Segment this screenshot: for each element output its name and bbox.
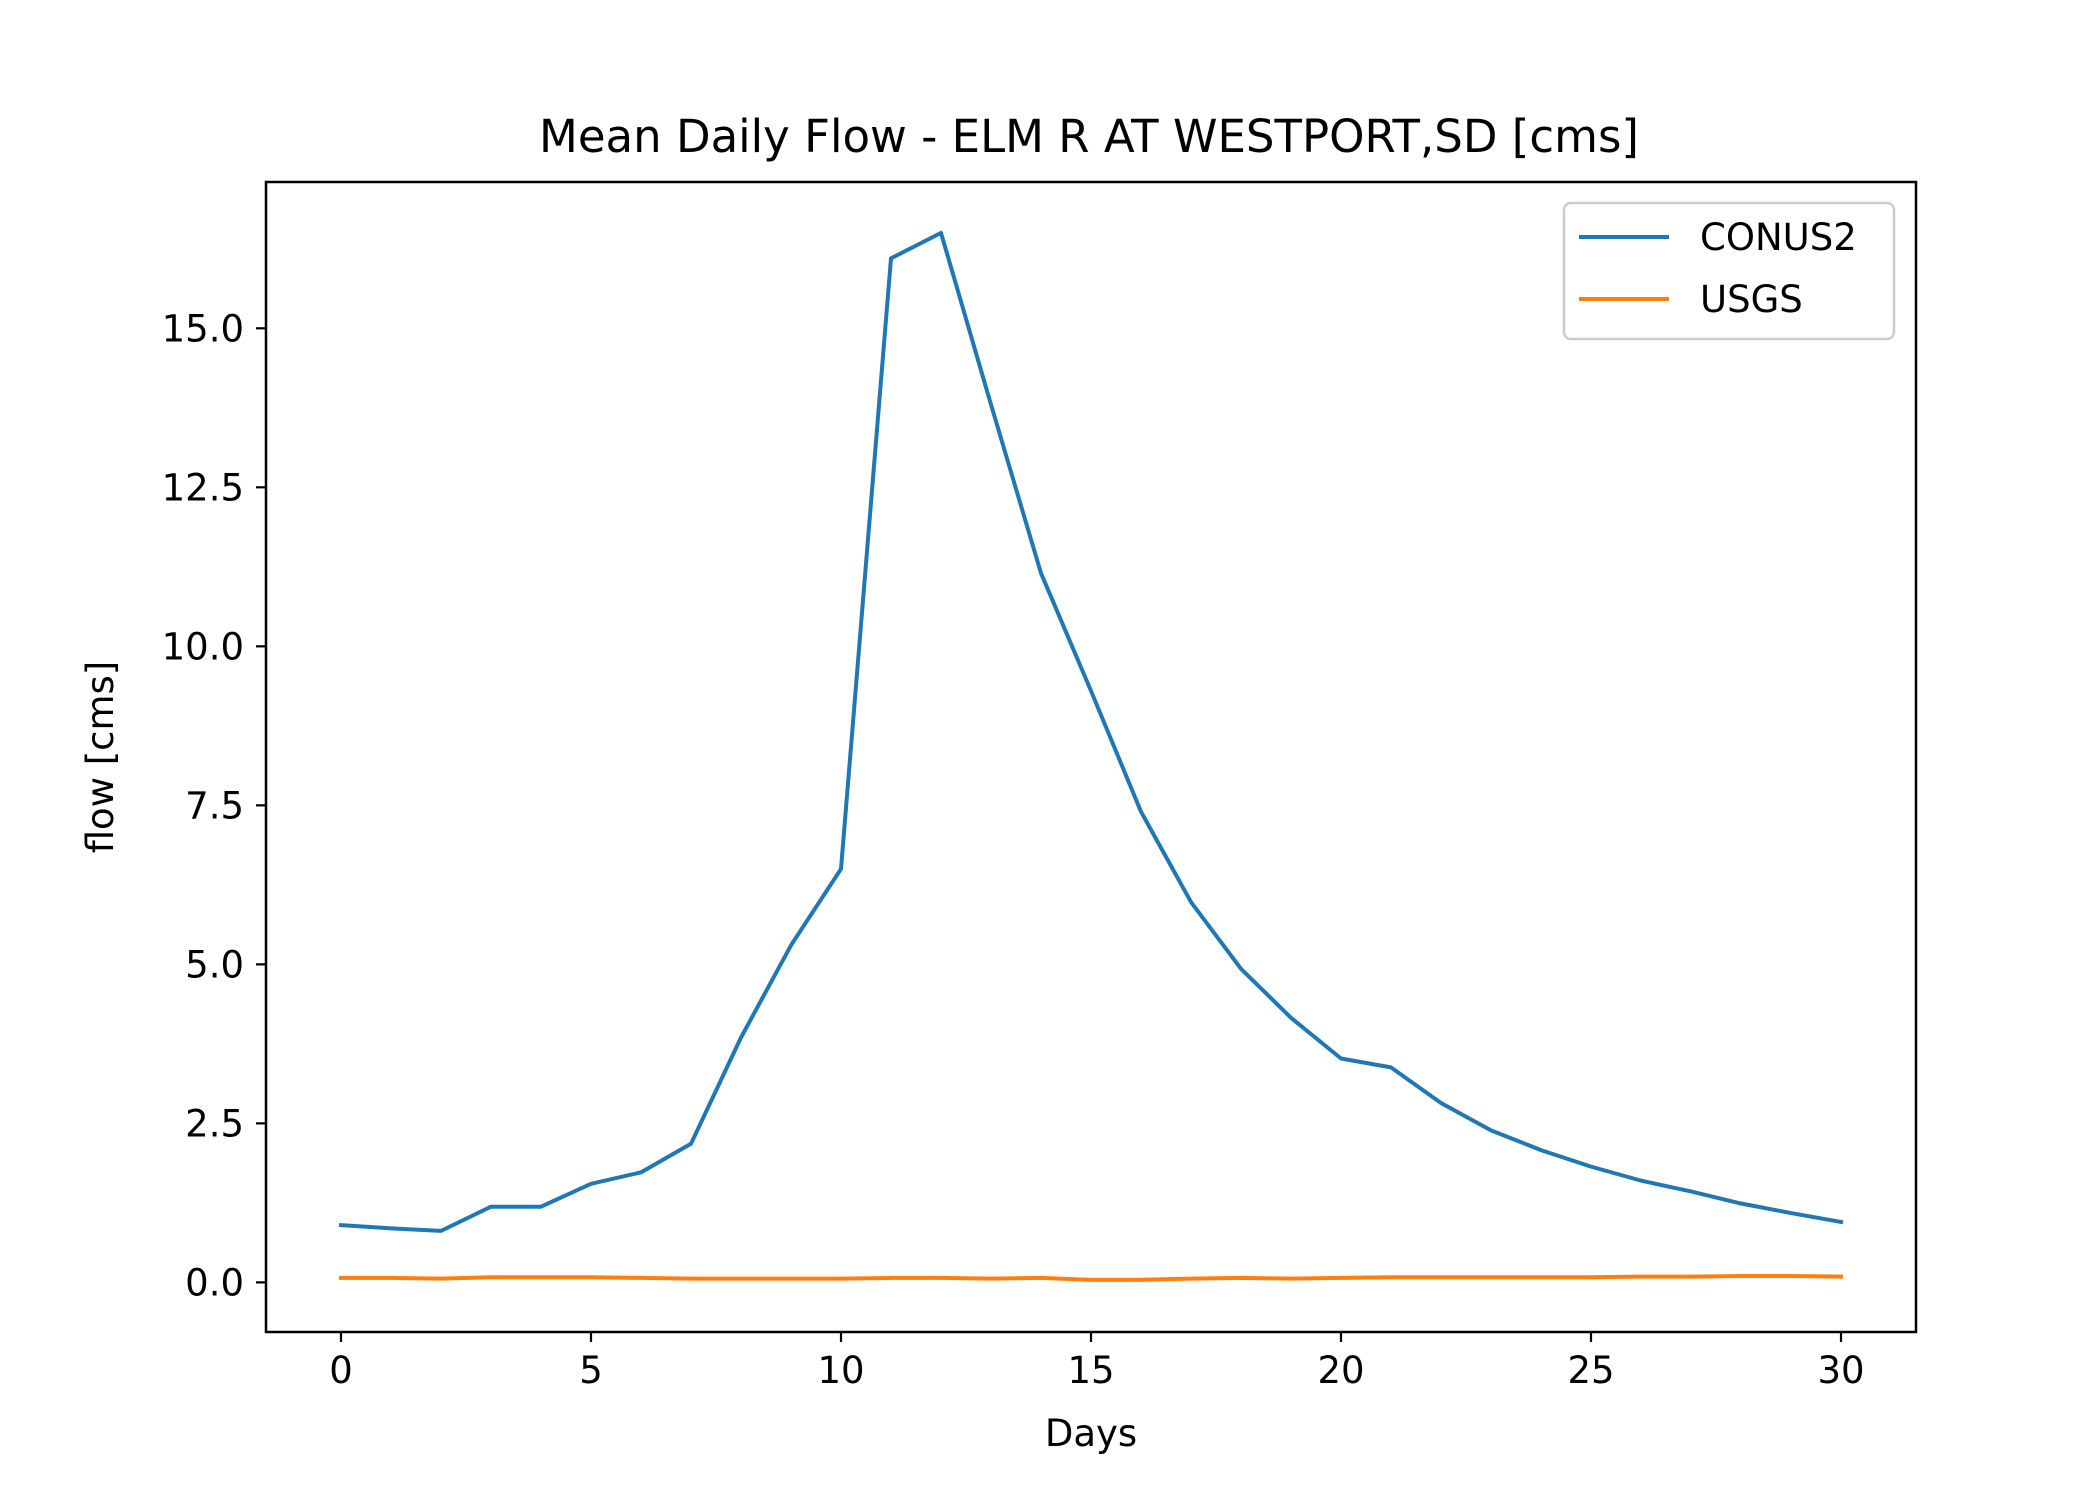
legend: CONUS2 USGS	[1562, 201, 1896, 341]
y-tick-label: 2.5	[185, 1102, 244, 1145]
legend-label-conus2: CONUS2	[1700, 216, 1857, 259]
series-line-usgs	[339, 1274, 1844, 1282]
y-tick-label: 5.0	[185, 943, 244, 986]
x-tick-label: 15	[1067, 1349, 1114, 1392]
series-line-conus2	[338, 230, 1844, 1233]
y-axis-label: flow [cms]	[79, 661, 122, 854]
y-axis: 0.0 2.5 5.0 7.5 10.0 12.5 15.0	[162, 307, 266, 1304]
series-layer	[338, 230, 1844, 1282]
x-axis-label: Days	[1045, 1412, 1137, 1455]
y-tick-label: 10.0	[162, 625, 244, 668]
y-tick-label: 15.0	[162, 307, 244, 350]
x-tick-label: 10	[817, 1349, 864, 1392]
x-tick-label: 20	[1317, 1349, 1364, 1392]
x-axis: 0 5 10 15 20 25 30	[329, 1332, 1865, 1392]
x-tick-label: 5	[579, 1349, 603, 1392]
legend-label-usgs: USGS	[1700, 278, 1803, 321]
y-tick-label: 7.5	[185, 784, 244, 827]
y-tick-label: 12.5	[162, 466, 244, 509]
x-tick-label: 30	[1817, 1349, 1864, 1392]
y-tick-label: 0.0	[185, 1261, 244, 1304]
x-tick-label: 0	[329, 1349, 353, 1392]
chart-title: Mean Daily Flow - ELM R AT WESTPORT,SD […	[539, 110, 1639, 163]
x-tick-label: 25	[1567, 1349, 1614, 1392]
